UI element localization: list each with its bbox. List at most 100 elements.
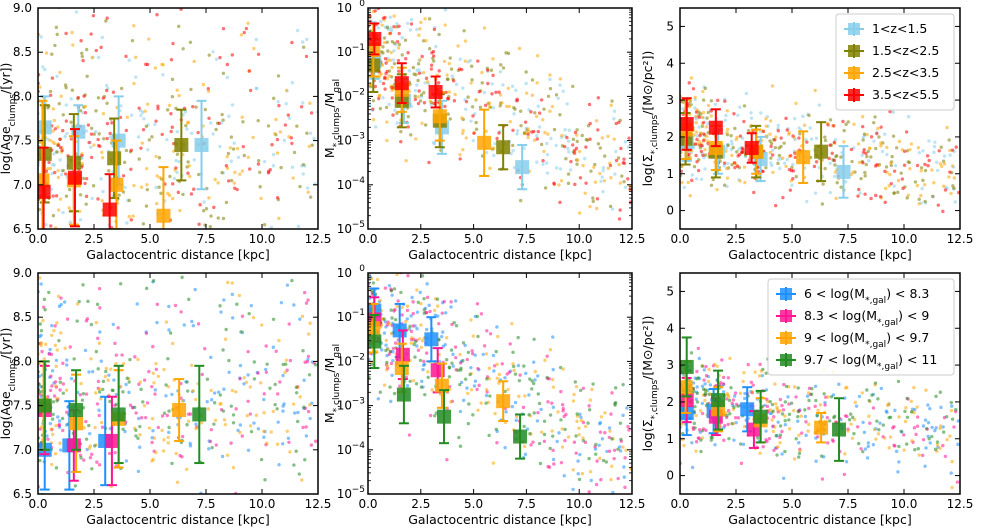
scatter-dot — [876, 397, 880, 401]
scatter-dot — [456, 44, 460, 48]
scatter-dot — [285, 283, 290, 287]
scatter-dot — [613, 172, 617, 176]
scatter-dot — [123, 185, 127, 190]
scatter-dot — [38, 458, 42, 463]
scatter-dot — [598, 171, 602, 176]
scatter-dot — [225, 453, 230, 457]
scatter-dot — [407, 433, 412, 437]
scatter-dot — [551, 367, 555, 372]
scatter-dot — [515, 97, 519, 102]
scatter-dot — [235, 187, 239, 192]
scatter-dot — [389, 75, 394, 79]
scatter-dot — [419, 323, 423, 327]
scatter-dot — [242, 382, 246, 386]
scatter-dot — [577, 477, 582, 482]
scatter-dot — [212, 422, 216, 426]
scatter-dot — [85, 176, 89, 181]
scatter-dot — [403, 38, 408, 42]
scatter-dot — [428, 309, 432, 314]
scatter-dot — [57, 101, 61, 106]
scatter-dot — [188, 40, 193, 45]
scatter-dot — [294, 385, 299, 389]
scatter-dot — [730, 401, 734, 405]
scatter-dot — [90, 55, 94, 60]
y-tick-exponent: −1 — [352, 308, 365, 318]
scatter-dot — [796, 419, 800, 423]
scatter-dot — [883, 186, 888, 191]
scatter-dot — [805, 199, 809, 204]
scatter-dot — [417, 71, 421, 75]
scatter-dot — [560, 403, 565, 407]
scatter-dot — [431, 140, 436, 145]
y-tick-label: 4 — [666, 56, 674, 70]
scatter-dot — [782, 141, 786, 145]
scatter-dot — [84, 47, 89, 52]
scatter-dot — [304, 425, 308, 429]
scatter-dot — [624, 448, 628, 453]
scatter-dot — [54, 424, 58, 428]
scatter-dot — [97, 387, 102, 391]
scatter-dot — [850, 159, 854, 164]
scatter-dot — [487, 433, 491, 438]
scatter-dot — [776, 161, 780, 166]
scatter-dot — [948, 148, 952, 153]
scatter-dot — [563, 128, 567, 132]
scatter-dot — [424, 76, 429, 81]
scatter-dot — [136, 357, 140, 362]
scatter-dot — [51, 129, 55, 133]
scatter-dot — [301, 172, 305, 176]
scatter-dot — [863, 170, 867, 175]
scatter-dot — [558, 77, 563, 81]
scatter-dot — [545, 161, 549, 165]
scatter-dot — [735, 150, 739, 154]
scatter-dot — [220, 454, 225, 459]
scatter-dot — [589, 478, 593, 483]
scatter-dot — [65, 131, 69, 136]
scatter-dot — [284, 88, 289, 93]
scatter-dot — [566, 435, 571, 439]
scatter-dot — [736, 113, 740, 117]
scatter-dot — [56, 208, 61, 212]
scatter-dot — [939, 164, 944, 169]
scatter-dot — [473, 379, 478, 383]
scatter-dot — [51, 213, 56, 218]
scatter-dot — [778, 424, 783, 428]
x-tick-label: 10.0 — [566, 232, 593, 246]
scatter-dot — [145, 401, 150, 405]
scatter-dot — [259, 381, 263, 385]
scatter-dot — [562, 474, 566, 478]
scatter-dot — [848, 412, 853, 416]
x-tick-label: 7.5 — [838, 232, 857, 246]
scatter-dot — [434, 44, 438, 49]
scatter-dot — [551, 457, 556, 462]
scatter-dot — [89, 322, 94, 327]
scatter-dot — [108, 131, 112, 136]
scatter-dot — [581, 386, 586, 390]
x-tick-label: 10.0 — [566, 497, 593, 511]
scatter-dot — [48, 138, 52, 142]
scatter-dot — [500, 101, 504, 105]
scatter-dot — [826, 123, 830, 127]
scatter-dot — [367, 264, 370, 267]
scatter-dot — [682, 443, 686, 448]
scatter-dot — [567, 150, 571, 154]
scatter-dot — [773, 138, 777, 142]
scatter-dot — [165, 108, 170, 112]
scatter-dot — [909, 399, 913, 404]
axes-frame — [367, 7, 633, 230]
scatter-dot — [785, 128, 789, 132]
scatter-dot — [387, 102, 391, 107]
scatter-dot — [82, 458, 86, 462]
scatter-dot — [934, 160, 939, 164]
scatter-dot — [599, 415, 604, 419]
scatter-dot — [370, 362, 374, 367]
scatter-dot — [378, 0, 381, 3]
scatter-dot — [523, 452, 528, 457]
scatter-dot — [545, 354, 549, 358]
scatter-dot — [622, 180, 626, 184]
scatter-dot — [258, 185, 262, 189]
scatter-dot — [524, 70, 528, 74]
scatter-dot — [903, 419, 908, 424]
scatter-dot — [246, 399, 250, 404]
scatter-dot — [156, 374, 161, 379]
